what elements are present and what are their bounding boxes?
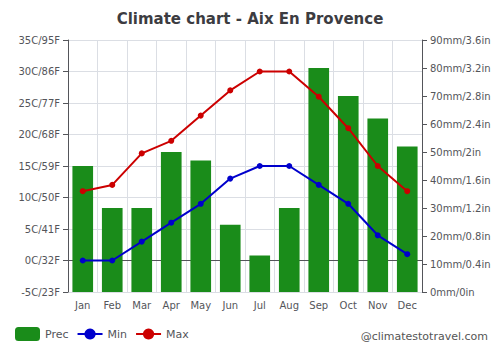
svg-text:0mm/0in: 0mm/0in xyxy=(430,287,475,298)
svg-text:Sep: Sep xyxy=(309,300,328,311)
svg-text:10mm/0.4in: 10mm/0.4in xyxy=(430,259,491,270)
svg-text:5C/41F: 5C/41F xyxy=(25,224,60,235)
svg-text:80mm/3.2in: 80mm/3.2in xyxy=(430,63,491,74)
svg-text:70mm/2.8in: 70mm/2.8in xyxy=(430,91,491,102)
svg-text:20C/68F: 20C/68F xyxy=(18,129,60,140)
svg-text:Oct: Oct xyxy=(340,300,357,311)
svg-text:Mar: Mar xyxy=(132,300,152,311)
svg-text:50mm/2in: 50mm/2in xyxy=(430,147,481,158)
svg-text:Climate chart - Aix En Provenc: Climate chart - Aix En Provence xyxy=(117,10,384,28)
svg-text:30mm/1.2in: 30mm/1.2in xyxy=(430,203,491,214)
svg-text:60mm/2.4in: 60mm/2.4in xyxy=(430,119,491,130)
svg-text:@climatestotravel.com: @climatestotravel.com xyxy=(361,330,488,343)
svg-text:35C/95F: 35C/95F xyxy=(18,35,60,46)
svg-text:25C/77F: 25C/77F xyxy=(18,98,60,109)
svg-text:-5C/23F: -5C/23F xyxy=(21,287,60,298)
svg-text:Jul: Jul xyxy=(253,300,266,311)
svg-text:30C/86F: 30C/86F xyxy=(18,66,60,77)
svg-text:Jan: Jan xyxy=(74,300,90,311)
svg-text:0C/32F: 0C/32F xyxy=(25,255,60,266)
svg-text:May: May xyxy=(190,300,211,311)
svg-text:Feb: Feb xyxy=(103,300,121,311)
svg-text:Prec: Prec xyxy=(45,328,69,341)
svg-text:Max: Max xyxy=(166,328,189,341)
svg-text:90mm/3.6in: 90mm/3.6in xyxy=(430,35,491,46)
svg-text:Jun: Jun xyxy=(221,300,238,311)
svg-text:10C/50F: 10C/50F xyxy=(18,192,60,203)
svg-text:Apr: Apr xyxy=(163,300,181,311)
svg-text:Dec: Dec xyxy=(398,300,417,311)
svg-text:40mm/1.6in: 40mm/1.6in xyxy=(430,175,491,186)
svg-text:Aug: Aug xyxy=(279,300,299,311)
svg-text:15C/59F: 15C/59F xyxy=(18,161,60,172)
svg-text:20mm/0.8in: 20mm/0.8in xyxy=(430,231,491,242)
svg-text:Min: Min xyxy=(108,328,128,341)
svg-text:Nov: Nov xyxy=(368,300,388,311)
